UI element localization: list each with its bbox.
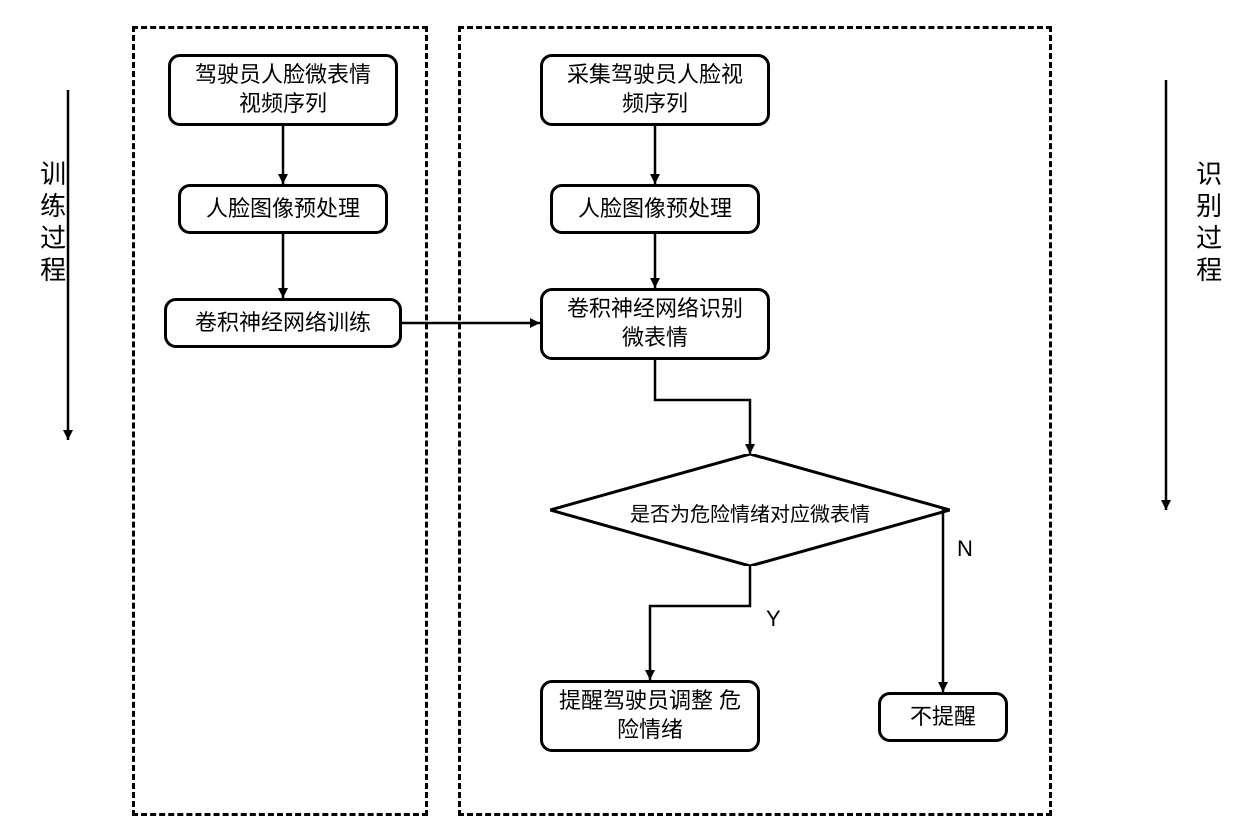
training-panel [132, 26, 428, 816]
node-rec-cnn: 卷积神经网络识别 微表情 [540, 288, 770, 360]
node-rec-input-text: 采集驾驶员人脸视 频序列 [553, 61, 757, 118]
node-remind-text: 提醒驾驶员调整 危险情绪 [553, 687, 747, 744]
node-no-remind: 不提醒 [878, 692, 1008, 742]
flowchart-canvas: 训练过程 识别过程 驾驶员人脸微表情 视频序列 人脸图像预处理 卷积神经网络训练… [0, 0, 1240, 837]
node-rec-input: 采集驾驶员人脸视 频序列 [540, 54, 770, 126]
edge-label-yes: Y [766, 606, 781, 632]
node-train-preprocess-text: 人脸图像预处理 [206, 195, 360, 224]
node-rec-preprocess: 人脸图像预处理 [550, 184, 760, 234]
node-train-cnn-text: 卷积神经网络训练 [195, 309, 371, 338]
right-label: 识别过程 [1186, 160, 1228, 288]
left-label: 训练过程 [30, 160, 72, 288]
node-remind: 提醒驾驶员调整 危险情绪 [540, 680, 760, 752]
node-train-cnn: 卷积神经网络训练 [164, 298, 402, 348]
edge-label-no: N [957, 536, 973, 562]
node-decision: 是否为危险情绪对应微表情 [550, 454, 950, 566]
node-decision-text: 是否为危险情绪对应微表情 [550, 498, 950, 527]
node-train-input: 驾驶员人脸微表情 视频序列 [168, 54, 398, 126]
node-no-remind-text: 不提醒 [910, 703, 976, 732]
node-rec-preprocess-text: 人脸图像预处理 [578, 195, 732, 224]
node-rec-cnn-text: 卷积神经网络识别 微表情 [553, 295, 757, 352]
node-train-input-text: 驾驶员人脸微表情 视频序列 [181, 61, 385, 118]
node-train-preprocess: 人脸图像预处理 [178, 184, 388, 234]
